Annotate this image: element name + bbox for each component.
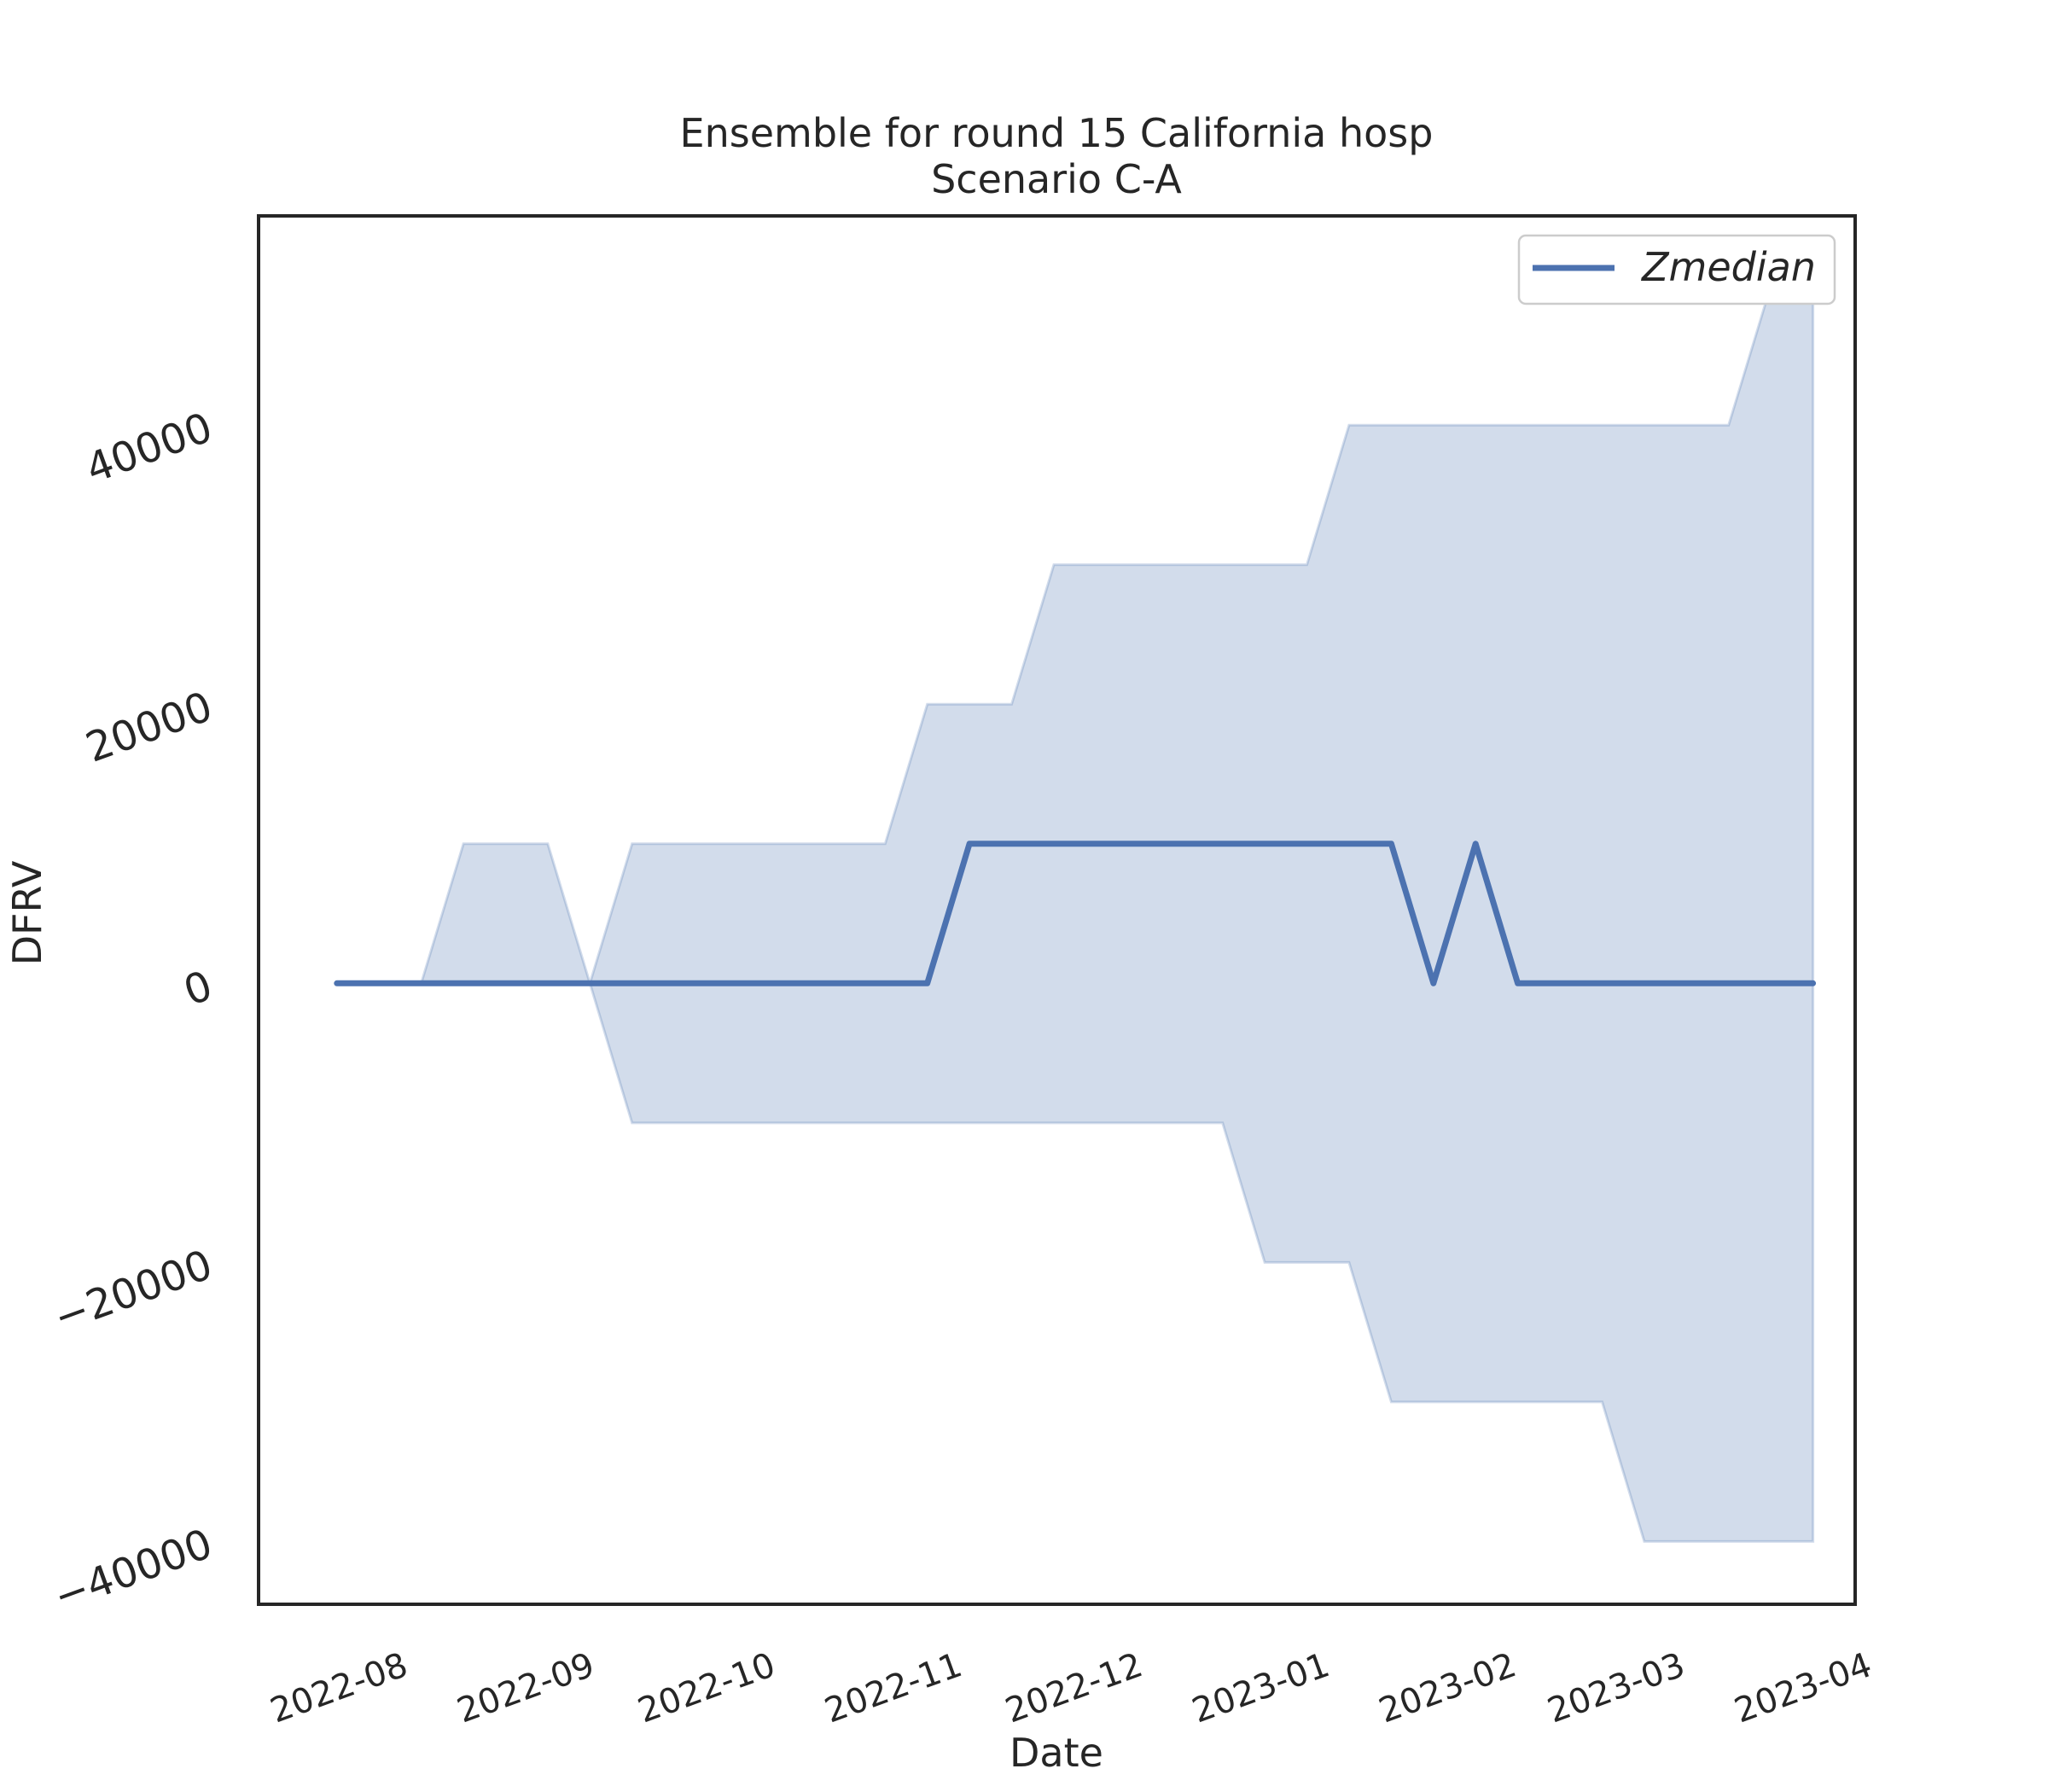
- x-tick-label: 2022-12: [1000, 1645, 1148, 1731]
- x-tick-label: 2023-03: [1543, 1645, 1690, 1731]
- y-tick-label: 40000: [79, 404, 218, 493]
- y-tick-label: −40000: [48, 1520, 218, 1621]
- x-tick-label: 2023-02: [1374, 1645, 1521, 1731]
- x-axis-label: Date: [1009, 1730, 1103, 1776]
- x-tick-label: 2023-04: [1730, 1645, 1877, 1731]
- uncertainty-band: [336, 284, 1815, 1543]
- chart-subtitle: Scenario C-A: [931, 156, 1182, 202]
- y-tick-label: 20000: [79, 683, 218, 772]
- band-layer: [336, 284, 1815, 1543]
- plot-frame: [257, 214, 1857, 1606]
- x-tick-layer: 2022-08 2022-09 2022-10 2022-11 2022-12 2023-…: [265, 1645, 1876, 1731]
- legend-box: [1517, 234, 1836, 305]
- x-tick-label: 2022-09: [452, 1645, 600, 1731]
- x-tick-label: 2022-11: [820, 1645, 968, 1731]
- x-tick-label: 2023-01: [1187, 1645, 1335, 1731]
- chart-title: Ensemble for round 15 California hosp: [680, 110, 1434, 156]
- legend: Zmedian: [1517, 234, 1836, 305]
- y-tick-layer: −40000 −20000 0 20000 40000: [48, 404, 218, 1621]
- y-axis-label: DFRV: [4, 860, 50, 965]
- series-line-zmedian: [334, 841, 1817, 986]
- line-layer: [334, 841, 1817, 986]
- y-tick-label: −20000: [48, 1241, 218, 1342]
- x-tick-label: 2022-08: [265, 1645, 413, 1731]
- y-tick-label: 0: [177, 962, 218, 1015]
- x-tick-label: 2022-10: [633, 1645, 781, 1731]
- legend-entry-zmedian: Zmedian: [1640, 244, 1816, 290]
